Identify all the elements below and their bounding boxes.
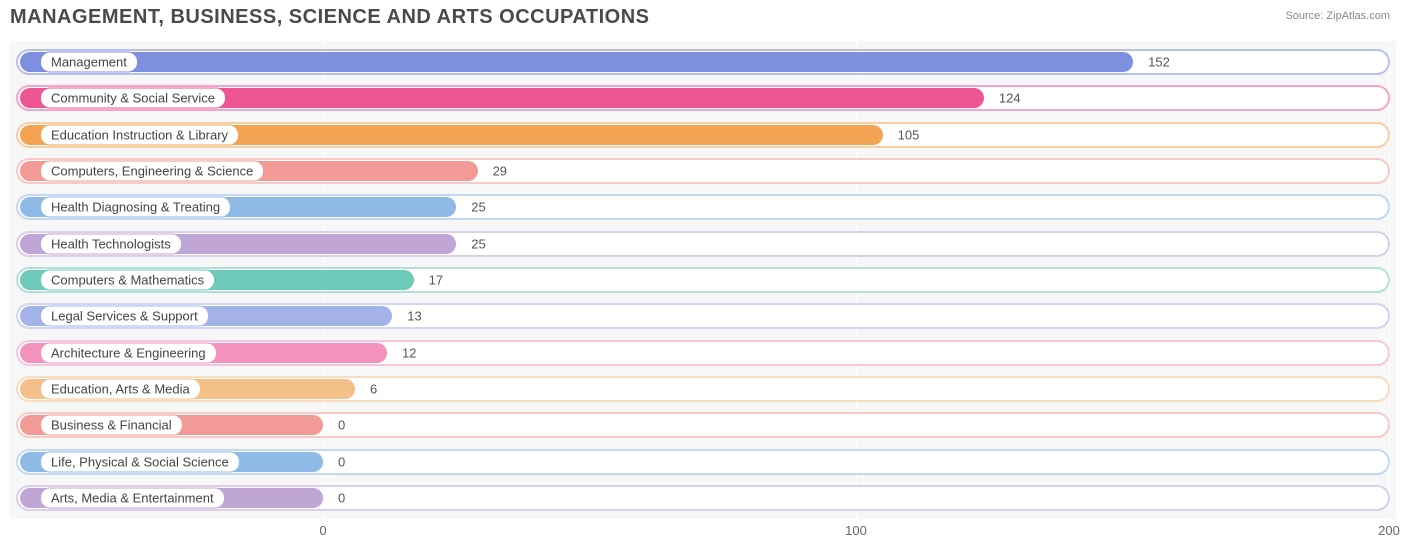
bar-label: Health Technologists	[40, 233, 182, 254]
bar-label: Architecture & Engineering	[40, 342, 217, 363]
bar-value: 152	[1148, 55, 1170, 70]
bar-label: Health Diagnosing & Treating	[40, 197, 231, 218]
bar-row: Computers, Engineering & Science 29	[10, 156, 1396, 186]
x-tick-label: 100	[845, 523, 867, 538]
bar-value: 17	[429, 272, 443, 287]
bar-label: Computers & Mathematics	[40, 269, 215, 290]
bar-label: Legal Services & Support	[40, 306, 209, 327]
x-axis: 0100200	[10, 523, 1396, 543]
bar-row: Community & Social Service 124	[10, 83, 1396, 113]
bar-value: 0	[338, 418, 345, 433]
source-name: ZipAtlas.com	[1326, 10, 1390, 22]
bar-row: Education Instruction & Library 105	[10, 120, 1396, 150]
bar-label: Management	[40, 52, 138, 73]
bar-row: Computers & Mathematics 17	[10, 265, 1396, 295]
bar-value: 124	[999, 91, 1021, 106]
bar-row: Arts, Media & Entertainment 0	[10, 483, 1396, 513]
bar-value: 0	[338, 490, 345, 505]
chart-title: MANAGEMENT, BUSINESS, SCIENCE AND ARTS O…	[10, 6, 649, 29]
bar-row: Management 152	[10, 47, 1396, 77]
bar-label: Computers, Engineering & Science	[40, 160, 264, 181]
bar-row: Business & Financial 0	[10, 410, 1396, 440]
chart-source: Source: ZipAtlas.com	[1285, 6, 1396, 22]
bar-value: 25	[471, 236, 485, 251]
x-tick-label: 200	[1378, 523, 1400, 538]
bar-label: Education Instruction & Library	[40, 124, 239, 145]
bar-fill	[20, 52, 1133, 72]
x-tick-label: 0	[319, 523, 326, 538]
bar-label: Education, Arts & Media	[40, 378, 201, 399]
bar-value: 12	[402, 345, 416, 360]
chart-header: MANAGEMENT, BUSINESS, SCIENCE AND ARTS O…	[0, 0, 1406, 33]
bar-row: Health Technologists 25	[10, 229, 1396, 259]
bar-value: 6	[370, 381, 377, 396]
bar-row: Life, Physical & Social Science 0	[10, 447, 1396, 477]
bar-value: 105	[898, 127, 920, 142]
bar-value: 0	[338, 454, 345, 469]
bar-label: Business & Financial	[40, 415, 183, 436]
bar-value: 25	[471, 200, 485, 215]
bar-row: Health Diagnosing & Treating 25	[10, 192, 1396, 222]
bar-label: Life, Physical & Social Science	[40, 451, 240, 472]
bar-row: Legal Services & Support 13	[10, 301, 1396, 331]
bar-row: Architecture & Engineering 12	[10, 338, 1396, 368]
bar-row: Education, Arts & Media 6	[10, 374, 1396, 404]
chart-area: Management 152 Community & Social Service 1…	[10, 41, 1396, 551]
bar-value: 13	[407, 309, 421, 324]
bars-container: Management 152 Community & Social Service 1…	[10, 47, 1396, 513]
source-label: Source:	[1285, 10, 1323, 22]
bar-value: 29	[493, 163, 507, 178]
bar-label: Arts, Media & Entertainment	[40, 487, 225, 508]
bar-label: Community & Social Service	[40, 88, 226, 109]
